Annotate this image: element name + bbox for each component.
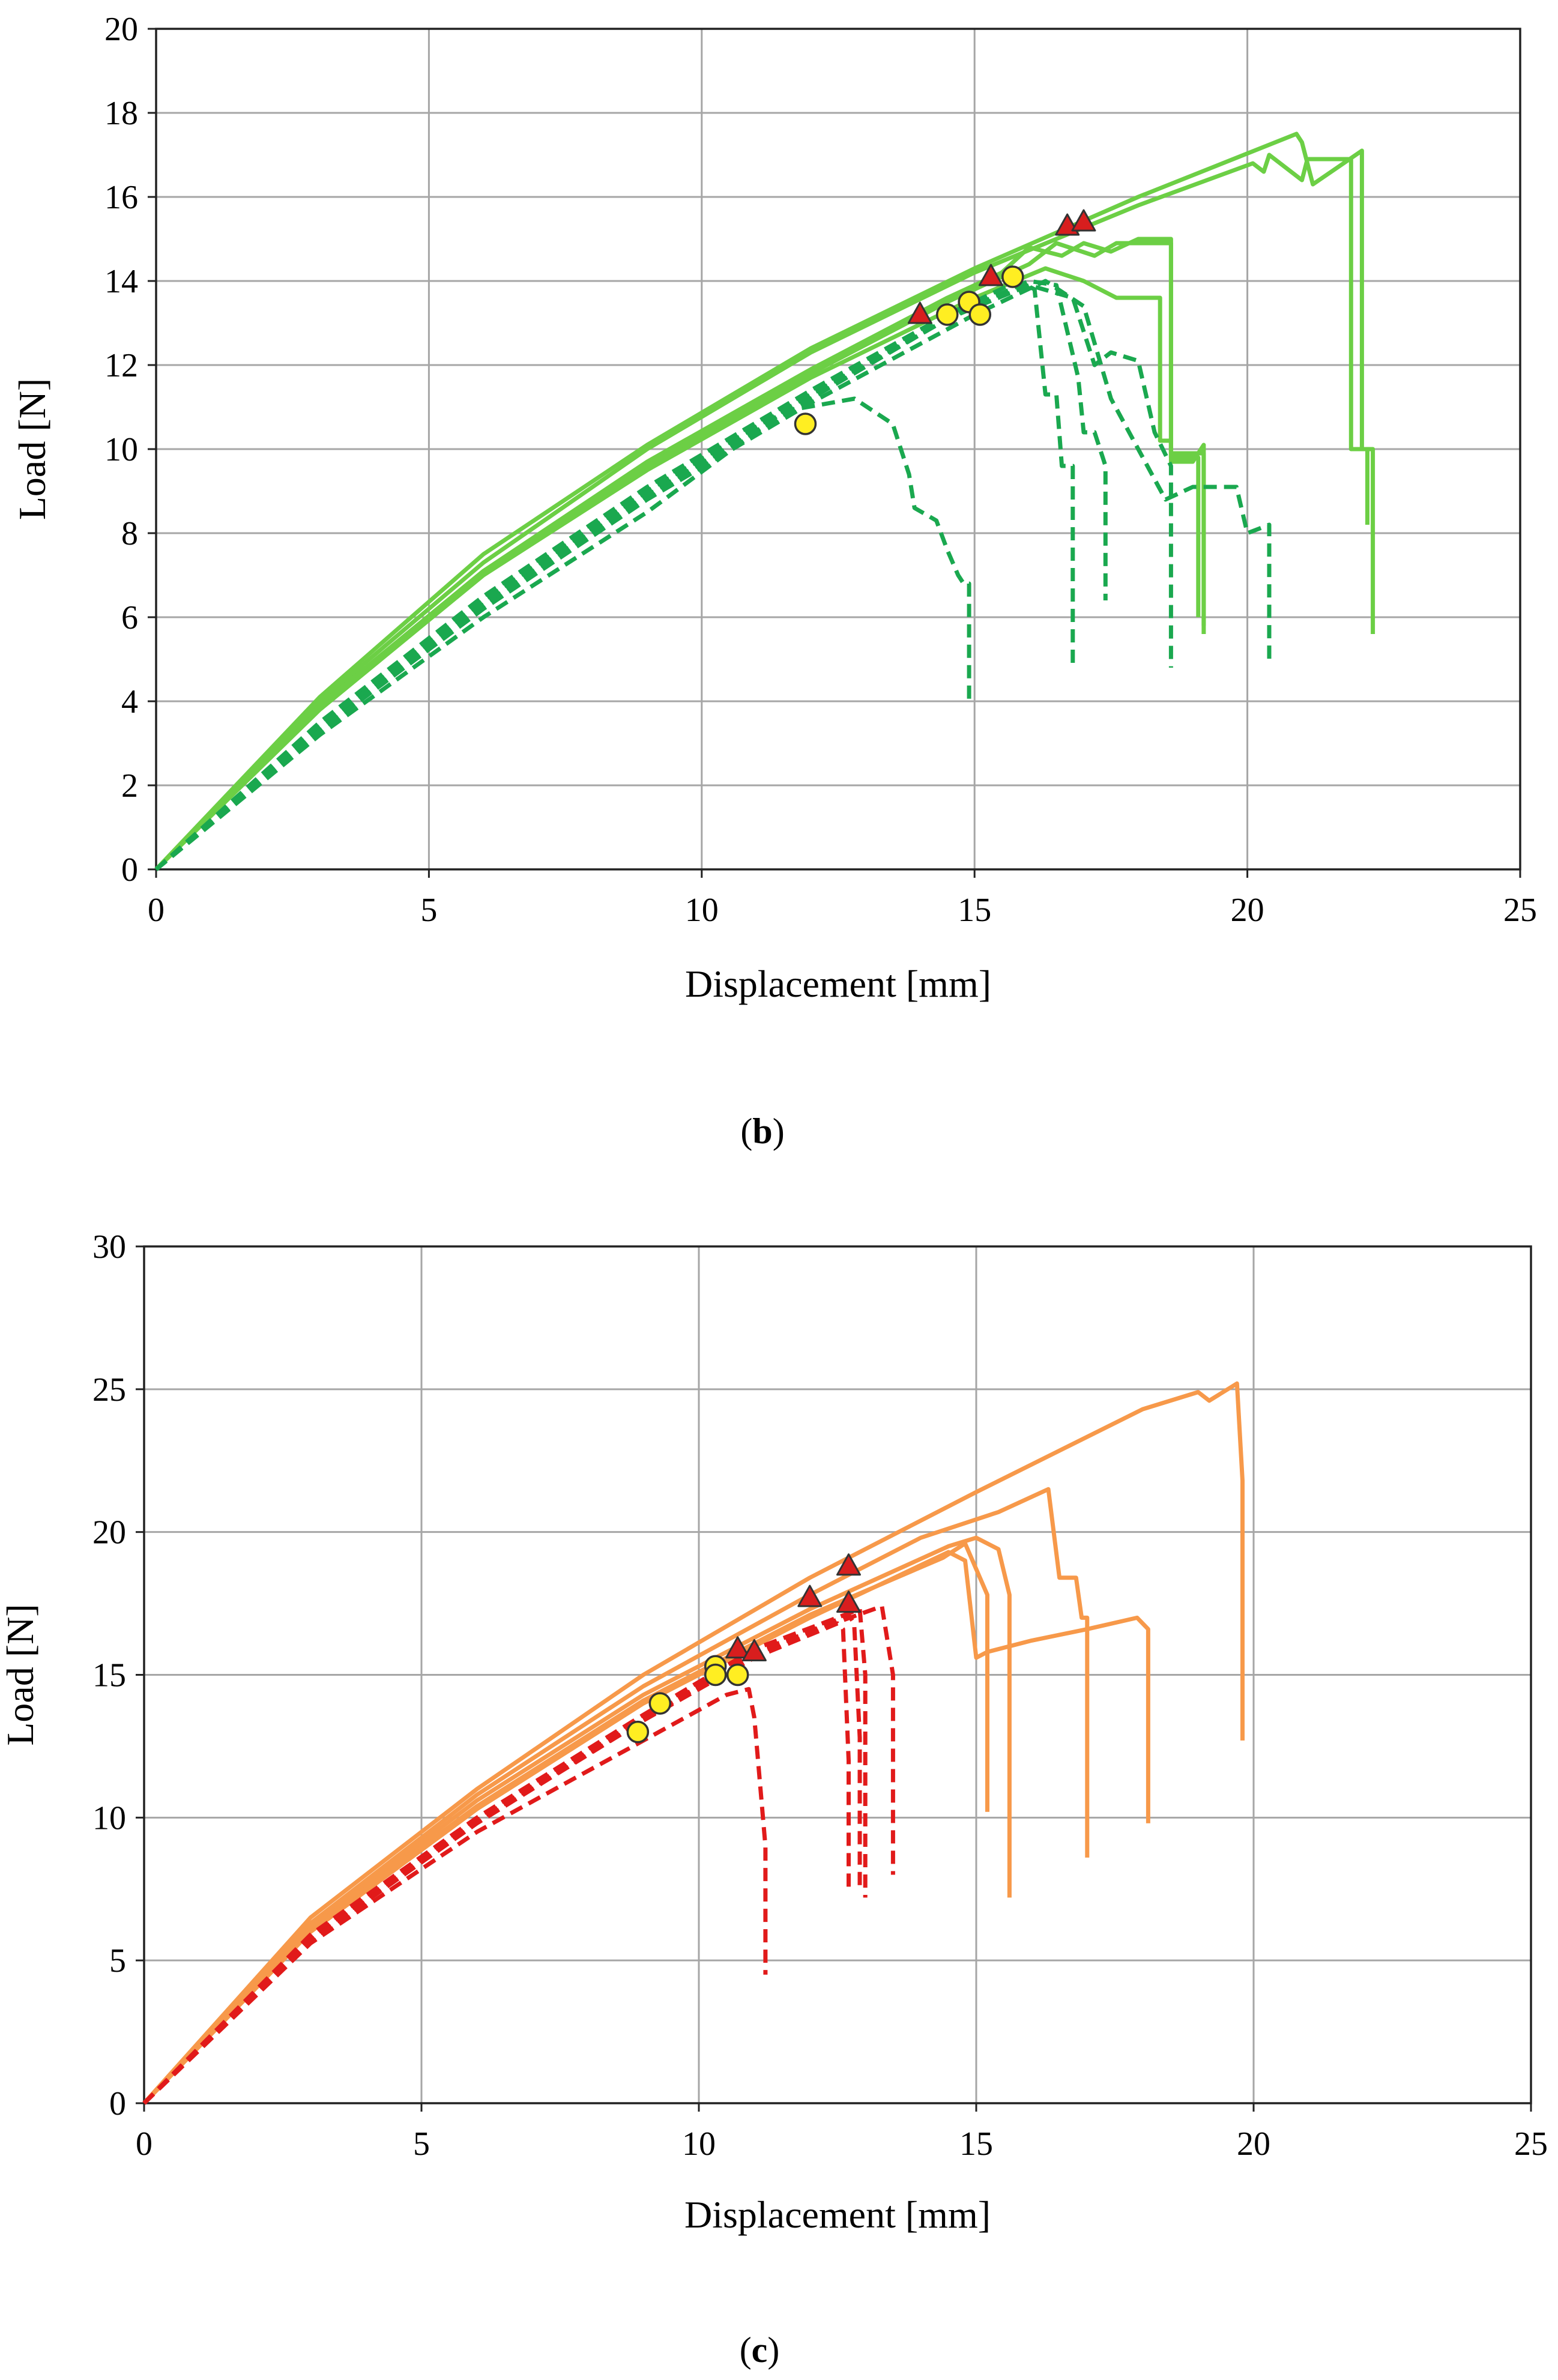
panel-label-b: (b) bbox=[740, 1111, 785, 1151]
series-line-dashed-4 bbox=[142, 1607, 868, 2105]
series-line-solid-1 bbox=[142, 1381, 1245, 2105]
series-line-solid-2 bbox=[154, 153, 1369, 871]
x-tick-label: 0 bbox=[136, 2125, 152, 2163]
marker-triangle bbox=[741, 1639, 767, 1661]
series-line-dashed-3 bbox=[154, 279, 1108, 871]
marker-circle bbox=[968, 303, 992, 326]
x-tick-label: 5 bbox=[413, 2125, 430, 2163]
x-tick-label: 0 bbox=[148, 892, 165, 929]
y-tick-label: 5 bbox=[109, 1942, 126, 1980]
y-tick-label: 20 bbox=[104, 11, 138, 48]
x-tick-label: 25 bbox=[1514, 2125, 1548, 2163]
x-tick-label: 25 bbox=[1503, 892, 1537, 929]
y-axis-label: Load [N] bbox=[0, 1604, 41, 1745]
series-line-solid-1 bbox=[154, 131, 1375, 871]
panel-label-c: (c) bbox=[739, 2330, 780, 2370]
marker-triangle bbox=[836, 1590, 861, 1613]
x-axis-label: Displacement [mm] bbox=[684, 2193, 991, 2236]
marker-circle bbox=[936, 303, 959, 326]
series-line-dashed-4 bbox=[154, 283, 1173, 871]
marker-triangle bbox=[725, 1636, 750, 1659]
x-tick-label: 10 bbox=[685, 892, 719, 929]
y-tick-label: 10 bbox=[104, 431, 138, 468]
marker-circle bbox=[1001, 265, 1024, 288]
y-axis-label: Load [N] bbox=[11, 378, 53, 520]
series-line-solid-5 bbox=[142, 1550, 1150, 2105]
y-tick-label: 30 bbox=[92, 1228, 126, 1266]
y-tick-label: 15 bbox=[92, 1657, 126, 1694]
series-line-dashed-1 bbox=[142, 1687, 768, 2105]
marker-circle bbox=[704, 1663, 727, 1687]
y-tick-label: 18 bbox=[104, 95, 138, 132]
y-tick-label: 0 bbox=[121, 851, 138, 889]
x-tick-label: 15 bbox=[958, 892, 991, 929]
y-tick-label: 25 bbox=[92, 1371, 126, 1409]
marker-triangle bbox=[1071, 209, 1096, 232]
series-line-solid-5 bbox=[154, 266, 1206, 871]
series-line-solid-4 bbox=[142, 1541, 989, 2105]
marker-circle bbox=[726, 1663, 749, 1687]
y-tick-label: 16 bbox=[104, 179, 138, 216]
x-tick-label: 10 bbox=[682, 2125, 716, 2163]
series-line-dashed-1 bbox=[154, 396, 971, 871]
y-tick-label: 6 bbox=[121, 599, 138, 636]
chart-panel-b: 0 5 10 15 20 25 0 2 4 6 8 10 12 14 16 18 20 Displacement … bbox=[11, 11, 1537, 1005]
marker-circle bbox=[794, 412, 817, 435]
marker-circle bbox=[648, 1692, 672, 1715]
series-line-dashed-5 bbox=[154, 279, 1272, 871]
series-line-dashed-5 bbox=[142, 1604, 895, 2105]
x-tick-label: 5 bbox=[420, 892, 437, 929]
chart-panel-c: 0 5 10 15 20 25 0 5 10 15 20 25 30 Displacement [mm] L… bbox=[0, 1228, 1548, 2236]
series-line-solid-2 bbox=[142, 1487, 1090, 2105]
x-tick-label: 20 bbox=[1231, 892, 1264, 929]
marker-triangle bbox=[978, 264, 1003, 286]
marker-triangle bbox=[907, 301, 932, 324]
y-tick-label: 4 bbox=[121, 683, 138, 720]
y-tick-label: 8 bbox=[121, 515, 138, 552]
marker-triangle bbox=[797, 1584, 823, 1607]
y-tick-label: 0 bbox=[109, 2085, 126, 2122]
series-line-solid-3 bbox=[142, 1535, 1012, 2105]
y-tick-label: 10 bbox=[92, 1799, 126, 1837]
y-tick-label: 14 bbox=[104, 263, 138, 300]
x-tick-label: 15 bbox=[959, 2125, 993, 2163]
y-tick-label: 2 bbox=[121, 767, 138, 805]
y-tick-label: 20 bbox=[92, 1514, 126, 1551]
marker-circle bbox=[626, 1720, 650, 1744]
series-line-solid-4 bbox=[154, 241, 1206, 871]
marker-triangle bbox=[836, 1553, 861, 1576]
y-tick-label: 12 bbox=[104, 347, 138, 384]
x-tick-label: 20 bbox=[1237, 2125, 1270, 2163]
x-axis-label: Displacement [mm] bbox=[685, 962, 991, 1005]
